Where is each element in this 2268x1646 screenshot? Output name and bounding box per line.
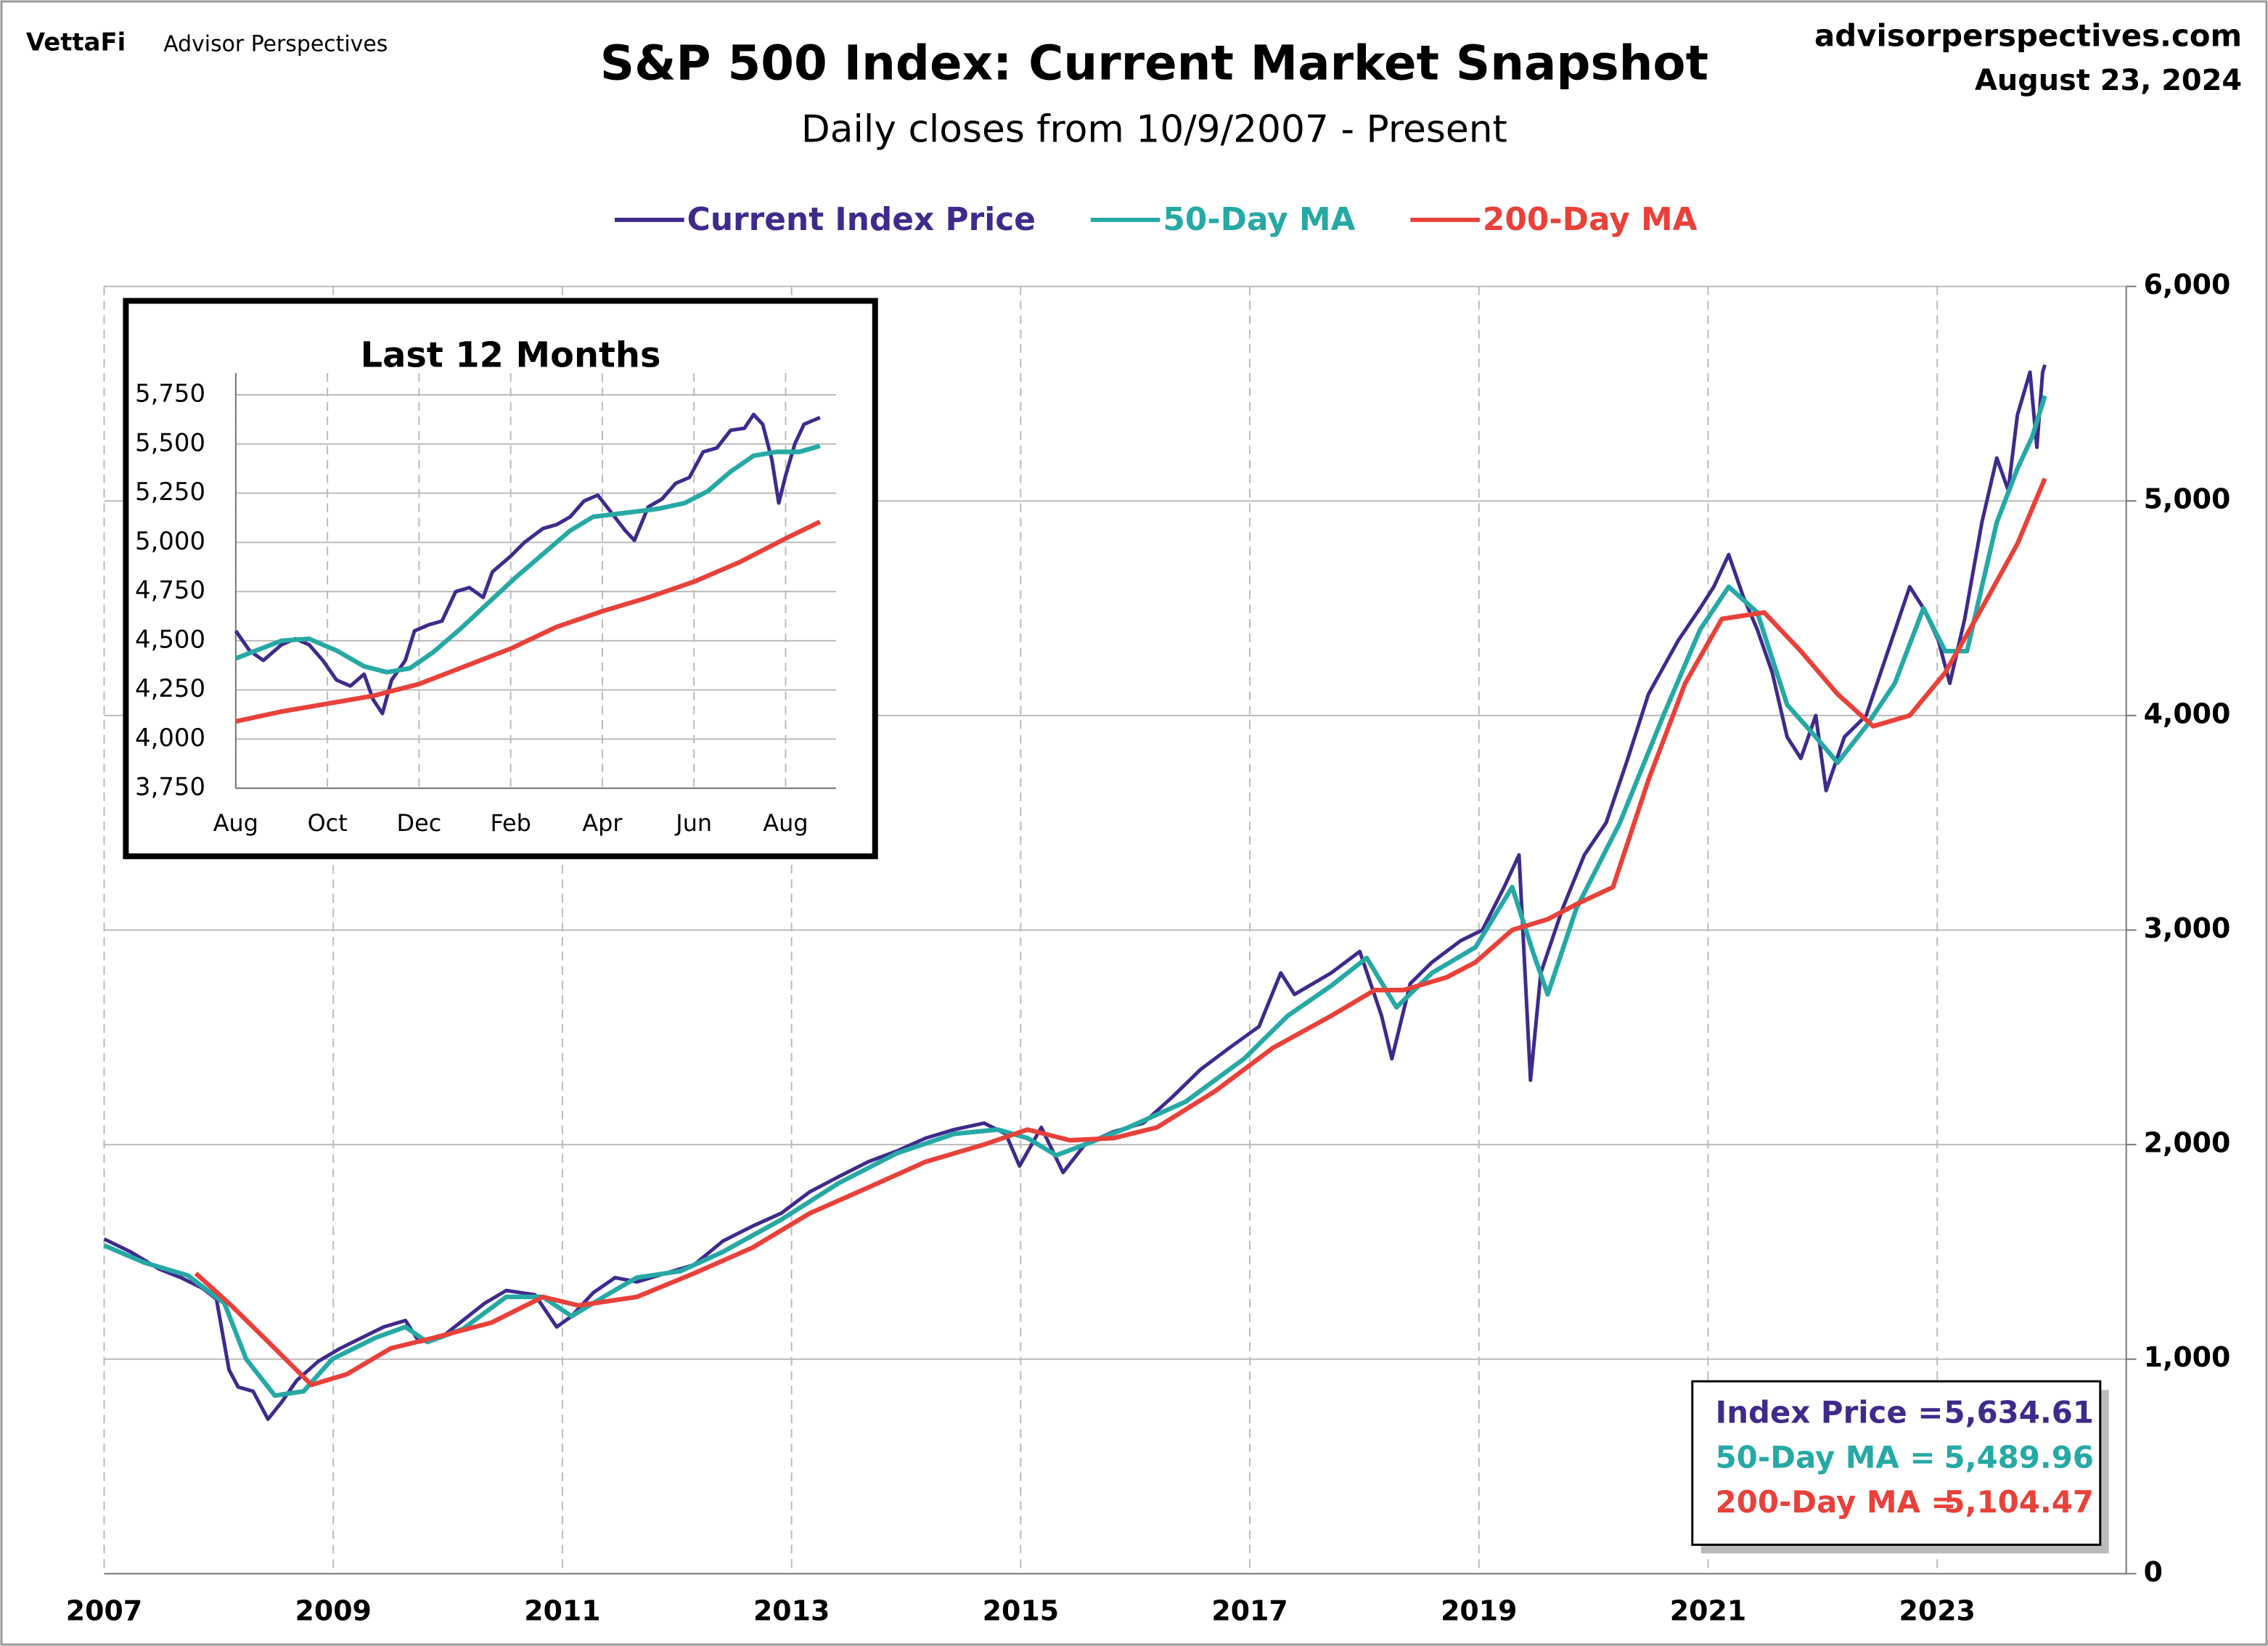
inset-title: Last 12 Months [361,335,661,375]
series-line [234,412,821,716]
y-tick-label: 2,000 [2144,1127,2231,1159]
inset-frame [123,298,878,859]
y-tick-label: 5,000 [135,527,205,555]
y-tick-label: 6,000 [2144,269,2231,300]
y-tick-label: 4,750 [135,576,205,605]
site: advisorperspectives.com [1814,17,2242,53]
x-tick-label: 2011 [524,1595,600,1627]
x-tick-label: 2017 [1211,1595,1287,1627]
series-line [103,364,2047,1421]
y-tick-label: 3,000 [2144,912,2231,944]
series-line [234,443,821,675]
legend-label: Current Index Price [687,201,1036,238]
x-tick-label: Feb [490,809,531,837]
x-tick-label: Aug [763,809,808,837]
x-tick-label: Jun [674,809,712,837]
y-tick-label: 3,750 [135,773,205,801]
legend-label: 50-Day MA [1163,201,1355,238]
series-line [103,395,2047,1399]
brand-sub: Advisor Perspectives [163,31,388,57]
x-tick-label: 2019 [1441,1595,1517,1627]
y-tick-label: 0 [2144,1556,2163,1588]
series-line [235,520,822,724]
y-tick-label: 4,250 [135,674,205,703]
x-tick-label: Aug [213,809,258,837]
y-tick-label: 5,000 [2144,483,2231,515]
chart-subtitle: Daily closes from 10/9/2007 - Present [801,107,1507,151]
x-tick-label: 2023 [1899,1595,1976,1627]
x-tick-label: 2007 [66,1595,142,1627]
summary-value: 5,489.96 [1944,1439,2094,1475]
y-tick-label: 4,500 [135,625,205,653]
x-tick-label: 2013 [753,1595,830,1627]
x-tick-label: 2021 [1670,1595,1746,1627]
summary-value: 5,104.47 [1944,1484,2094,1520]
series-line [194,478,2047,1388]
chart-title: S&P 500 Index: Current Market Snapshot [600,36,1708,91]
summary-label: Index Price = [1716,1395,1944,1430]
y-tick-label: 5,750 [135,380,205,408]
y-tick-label: 4,000 [2144,697,2231,729]
x-tick-label: Oct [308,809,348,837]
legend-label: 200-Day MA [1483,201,1698,238]
y-tick-label: 5,500 [135,428,205,456]
date: August 23, 2024 [1975,64,2242,97]
summary-label: 50-Day MA = [1716,1439,1936,1475]
x-tick-label: 2009 [295,1595,372,1627]
brand: VettaFi [26,28,126,56]
summary-box [1691,1380,2102,1546]
y-tick-label: 5,250 [135,478,205,506]
x-tick-label: 2015 [983,1595,1059,1627]
x-tick-label: Dec [397,809,442,837]
summary-label: 200-Day MA = [1716,1484,1957,1520]
inset-plot: 3,750 4,000 4,250 4,500 4,750 5,000 5,250 5,500… [135,373,836,837]
summary-value: 5,634.61 [1944,1395,2094,1430]
y-tick-label: 1,000 [2144,1341,2231,1373]
y-tick-label: 4,000 [135,724,205,752]
x-tick-label: Apr [582,809,623,837]
